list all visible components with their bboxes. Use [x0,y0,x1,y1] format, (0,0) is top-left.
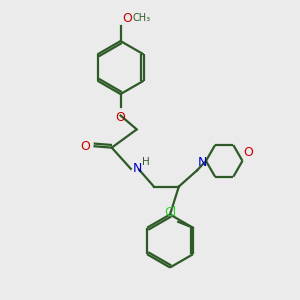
Text: Cl: Cl [164,206,176,220]
Text: CH₃: CH₃ [133,13,151,23]
Text: H: H [142,158,150,167]
Text: O: O [116,110,125,124]
Text: N: N [198,156,207,170]
Text: O: O [122,12,132,25]
Text: N: N [133,162,142,175]
Text: O: O [244,146,254,158]
Text: O: O [80,140,90,153]
